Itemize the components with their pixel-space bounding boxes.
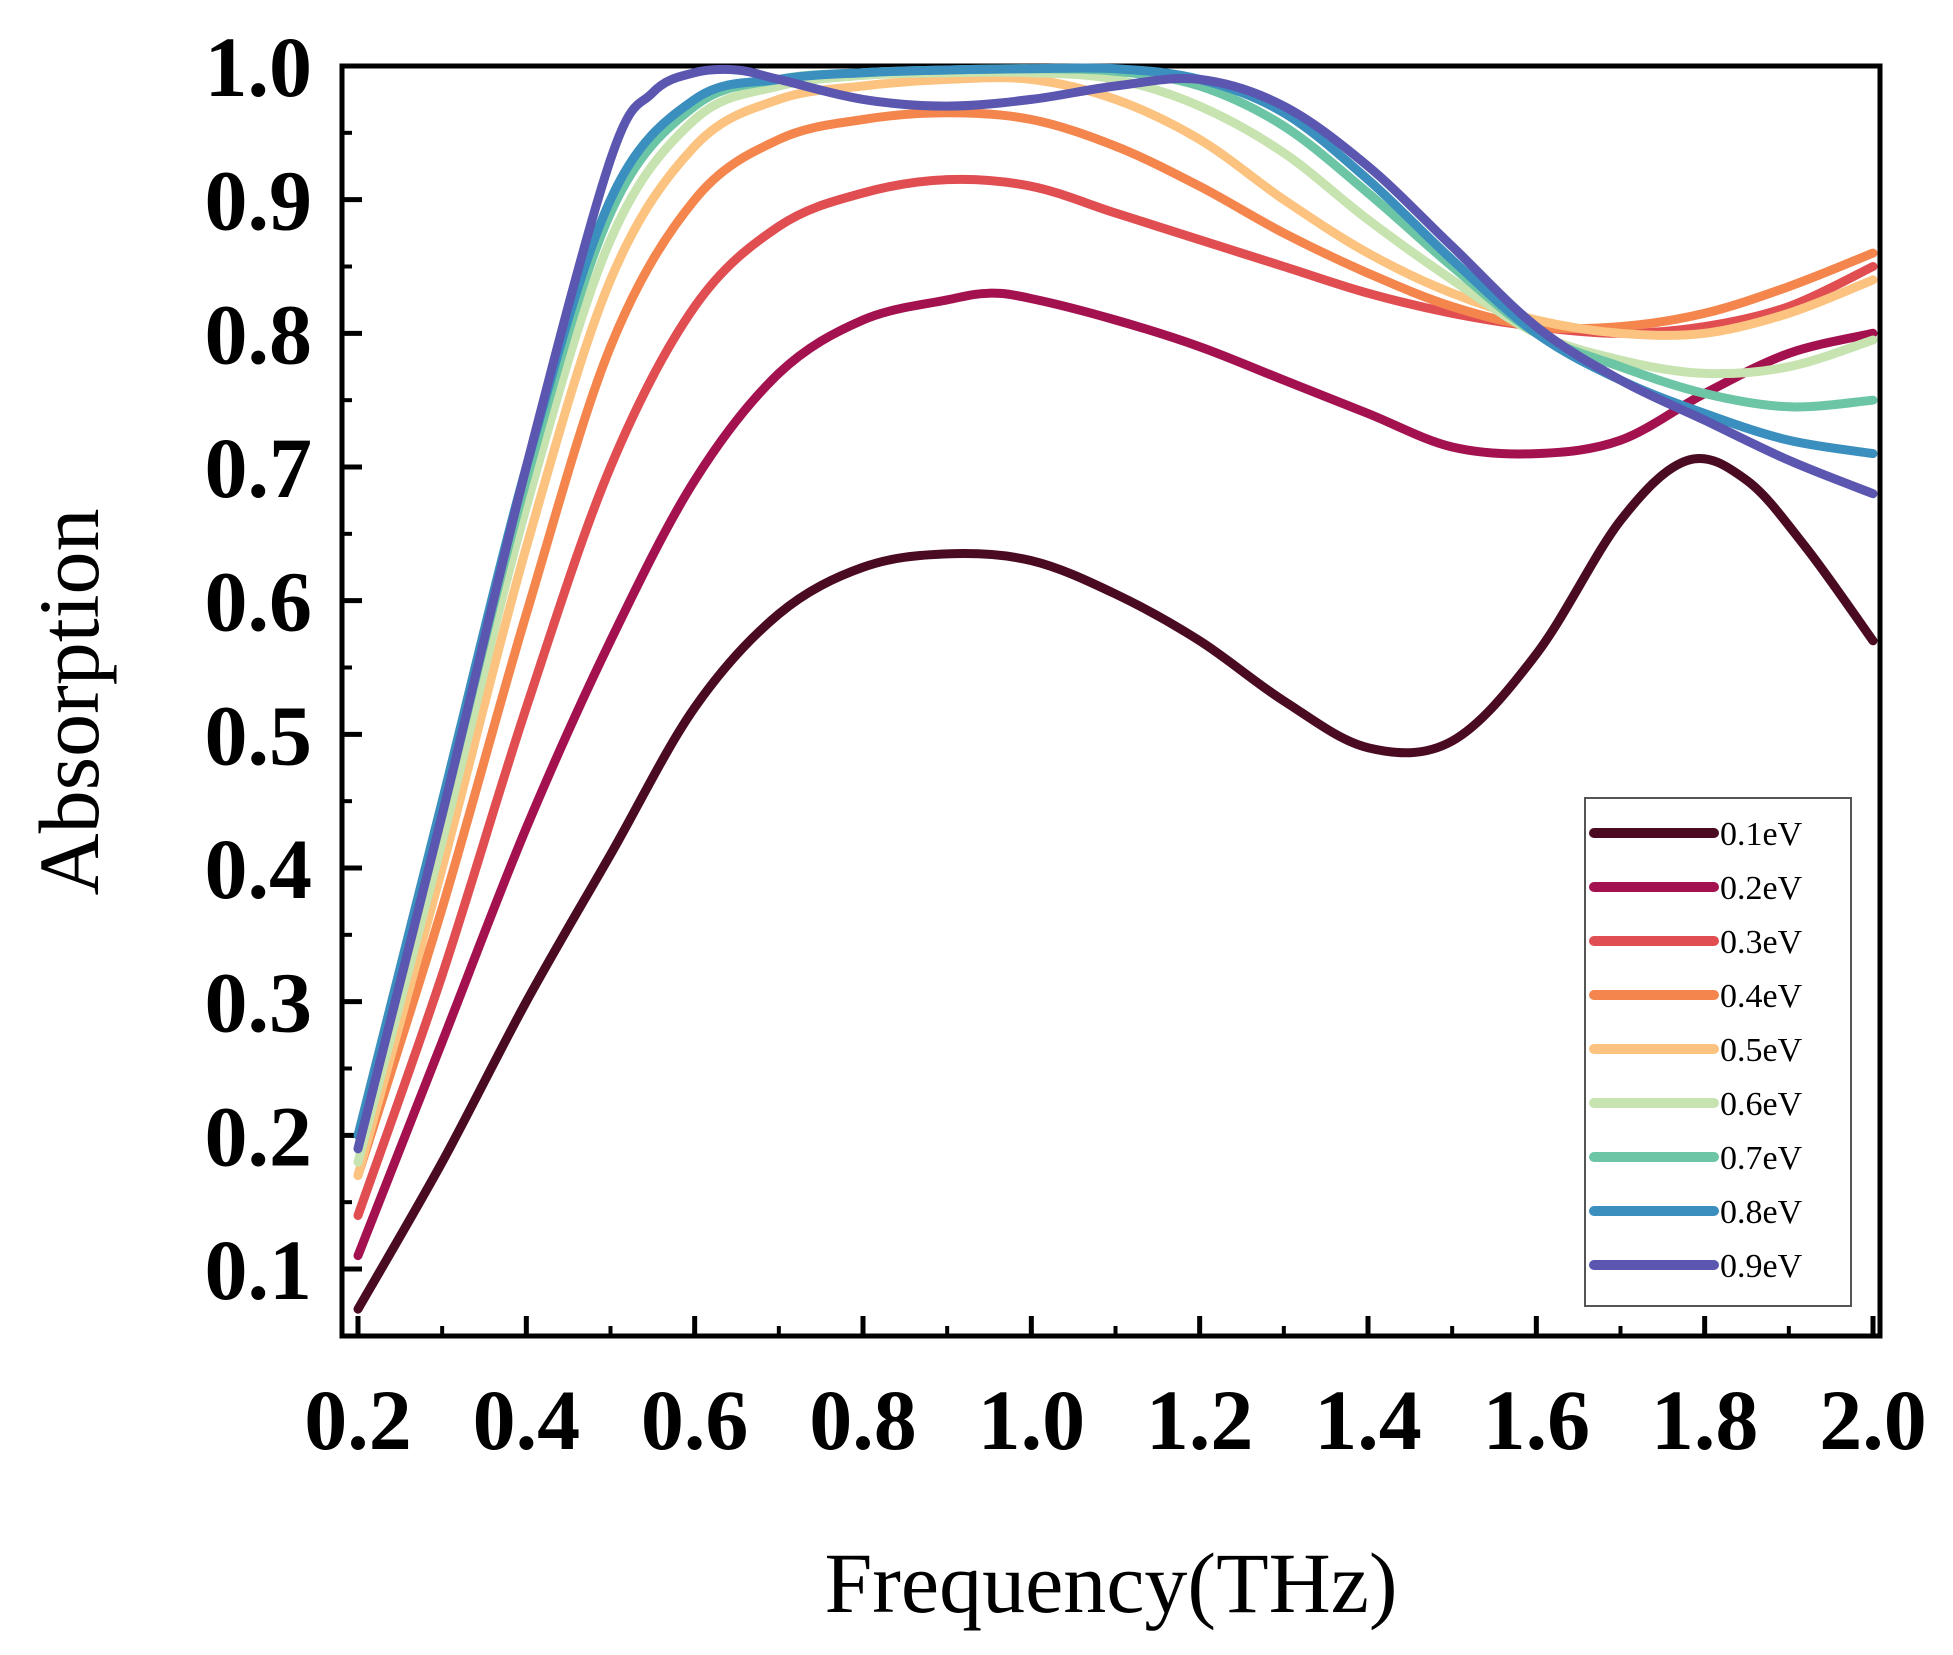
legend-label-0-2ev: 0.2eV [1720, 870, 1803, 907]
x-tick-label: 1.0 [978, 1372, 1086, 1468]
series-line-0-2ev [353, 288, 1878, 1261]
y-tick-label: 0.5 [205, 687, 313, 783]
y-tick-label: 0.4 [205, 821, 313, 917]
y-axis-ticks: 0.1 0.2 0.3 0.4 0.5 0.6 0.7 0.8 0.9 1.0 [205, 19, 362, 1318]
series-line-0-9ev [353, 64, 1878, 1154]
legend-label-0-9ev: 0.9eV [1720, 1248, 1803, 1285]
y-tick-label: 0.2 [205, 1088, 313, 1184]
legend-label-0-6ev: 0.6eV [1720, 1086, 1803, 1123]
x-tick-label: 1.8 [1651, 1372, 1759, 1468]
y-tick-label: 0.3 [205, 955, 313, 1051]
y-tick-label: 0.1 [205, 1222, 313, 1318]
series-line-0-5ev [353, 73, 1878, 1180]
x-tick-label: 0.4 [473, 1372, 581, 1468]
x-tick-label: 0.2 [304, 1372, 412, 1468]
x-tick-label: 1.4 [1314, 1372, 1422, 1468]
series-lines [353, 63, 1878, 1314]
y-tick-label: 0.6 [205, 554, 313, 650]
y-axis-title: Absorption [21, 509, 117, 896]
y-tick-label: 0.9 [205, 153, 313, 249]
legend-label-0-4ev: 0.4eV [1720, 978, 1803, 1015]
x-axis-title: Frequency(THz) [824, 1535, 1397, 1631]
series-line-0-1ev [353, 453, 1878, 1314]
x-tick-label: 1.2 [1146, 1372, 1254, 1468]
y-tick-label: 1.0 [205, 19, 313, 115]
legend-label-0-3ev: 0.3eV [1720, 924, 1803, 961]
legend: 0.1eV 0.2eV 0.3eV 0.4eV 0.5eV 0.6eV 0.7eV 0.8eV… [1584, 797, 1852, 1307]
legend-label-0-5ev: 0.5eV [1720, 1032, 1803, 1069]
legend-label-0-7ev: 0.7eV [1720, 1140, 1803, 1177]
x-tick-label: 2.0 [1819, 1372, 1927, 1468]
legend-label-0-8ev: 0.8eV [1720, 1194, 1803, 1231]
legend-items: 0.1eV 0.2eV 0.3eV 0.4eV 0.5eV 0.6eV 0.7eV 0.8eV… [1589, 816, 1803, 1285]
legend-label-0-1ev: 0.1eV [1720, 816, 1803, 853]
x-tick-label: 1.6 [1483, 1372, 1591, 1468]
x-tick-label: 0.8 [809, 1372, 917, 1468]
y-tick-label: 0.7 [205, 420, 313, 516]
x-tick-label: 0.6 [641, 1372, 749, 1468]
y-tick-label: 0.8 [205, 286, 313, 382]
x-axis-ticks: 0.2 0.4 0.6 0.8 1.0 1.2 1.4 1.6 1.8 2.0 [304, 1316, 1927, 1468]
